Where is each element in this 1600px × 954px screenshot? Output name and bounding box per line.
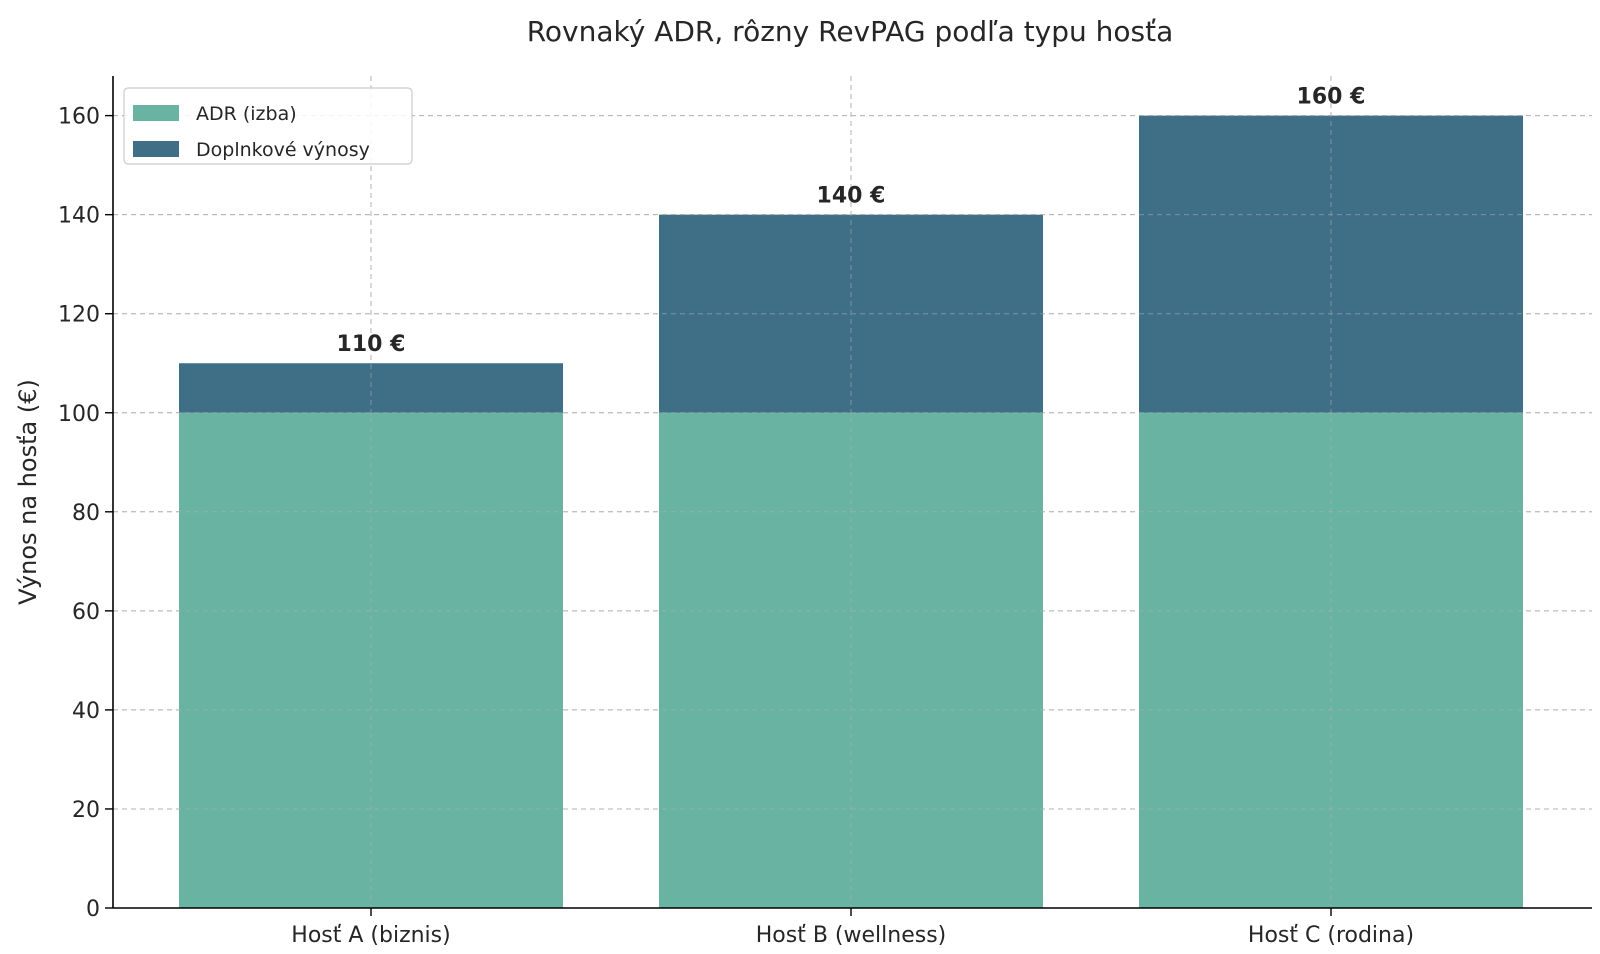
legend: ADR (izba) Doplnkové výnosy — [123, 87, 413, 165]
bar-ancillary — [1139, 115, 1523, 413]
x-tick-label: Hosť B (wellness) — [756, 923, 947, 948]
axes: 0 20 40 60 80 100 120 140 160 Hosť A (biznis) Hosť… — [58, 76, 1592, 948]
bar-total-label: 140 € — [817, 184, 886, 209]
legend-label: Doplnkové výnosy — [196, 139, 370, 161]
bar-ancillary — [179, 363, 563, 413]
y-axis-label: Výnos na hosťa (€) — [14, 379, 42, 605]
y-tick-label: 20 — [72, 798, 100, 823]
y-tick-label: 140 — [58, 204, 100, 229]
legend-swatch — [133, 141, 179, 157]
y-tick-label: 80 — [72, 501, 100, 526]
chart-title: Rovnaký ADR, rôzny RevPAG podľa typu hos… — [527, 15, 1174, 48]
data-labels: 110 € 140 € 160 € — [337, 85, 1366, 358]
x-tick-label: Hosť C (rodina) — [1248, 923, 1414, 948]
y-tick-label: 60 — [72, 600, 100, 625]
y-tick-label: 40 — [72, 699, 100, 724]
legend-box — [123, 87, 413, 165]
legend-label: ADR (izba) — [196, 103, 297, 125]
legend-swatch — [133, 105, 179, 121]
bars — [113, 76, 1592, 909]
y-tick-label: 0 — [86, 897, 100, 922]
y-tick-label: 160 — [58, 105, 100, 130]
bar-total-label: 110 € — [337, 332, 406, 357]
x-tick-label: Hosť A (biznis) — [291, 923, 450, 948]
y-tick-label: 100 — [58, 402, 100, 427]
bar-total-label: 160 € — [1297, 85, 1366, 110]
y-tick-label: 120 — [58, 303, 100, 328]
